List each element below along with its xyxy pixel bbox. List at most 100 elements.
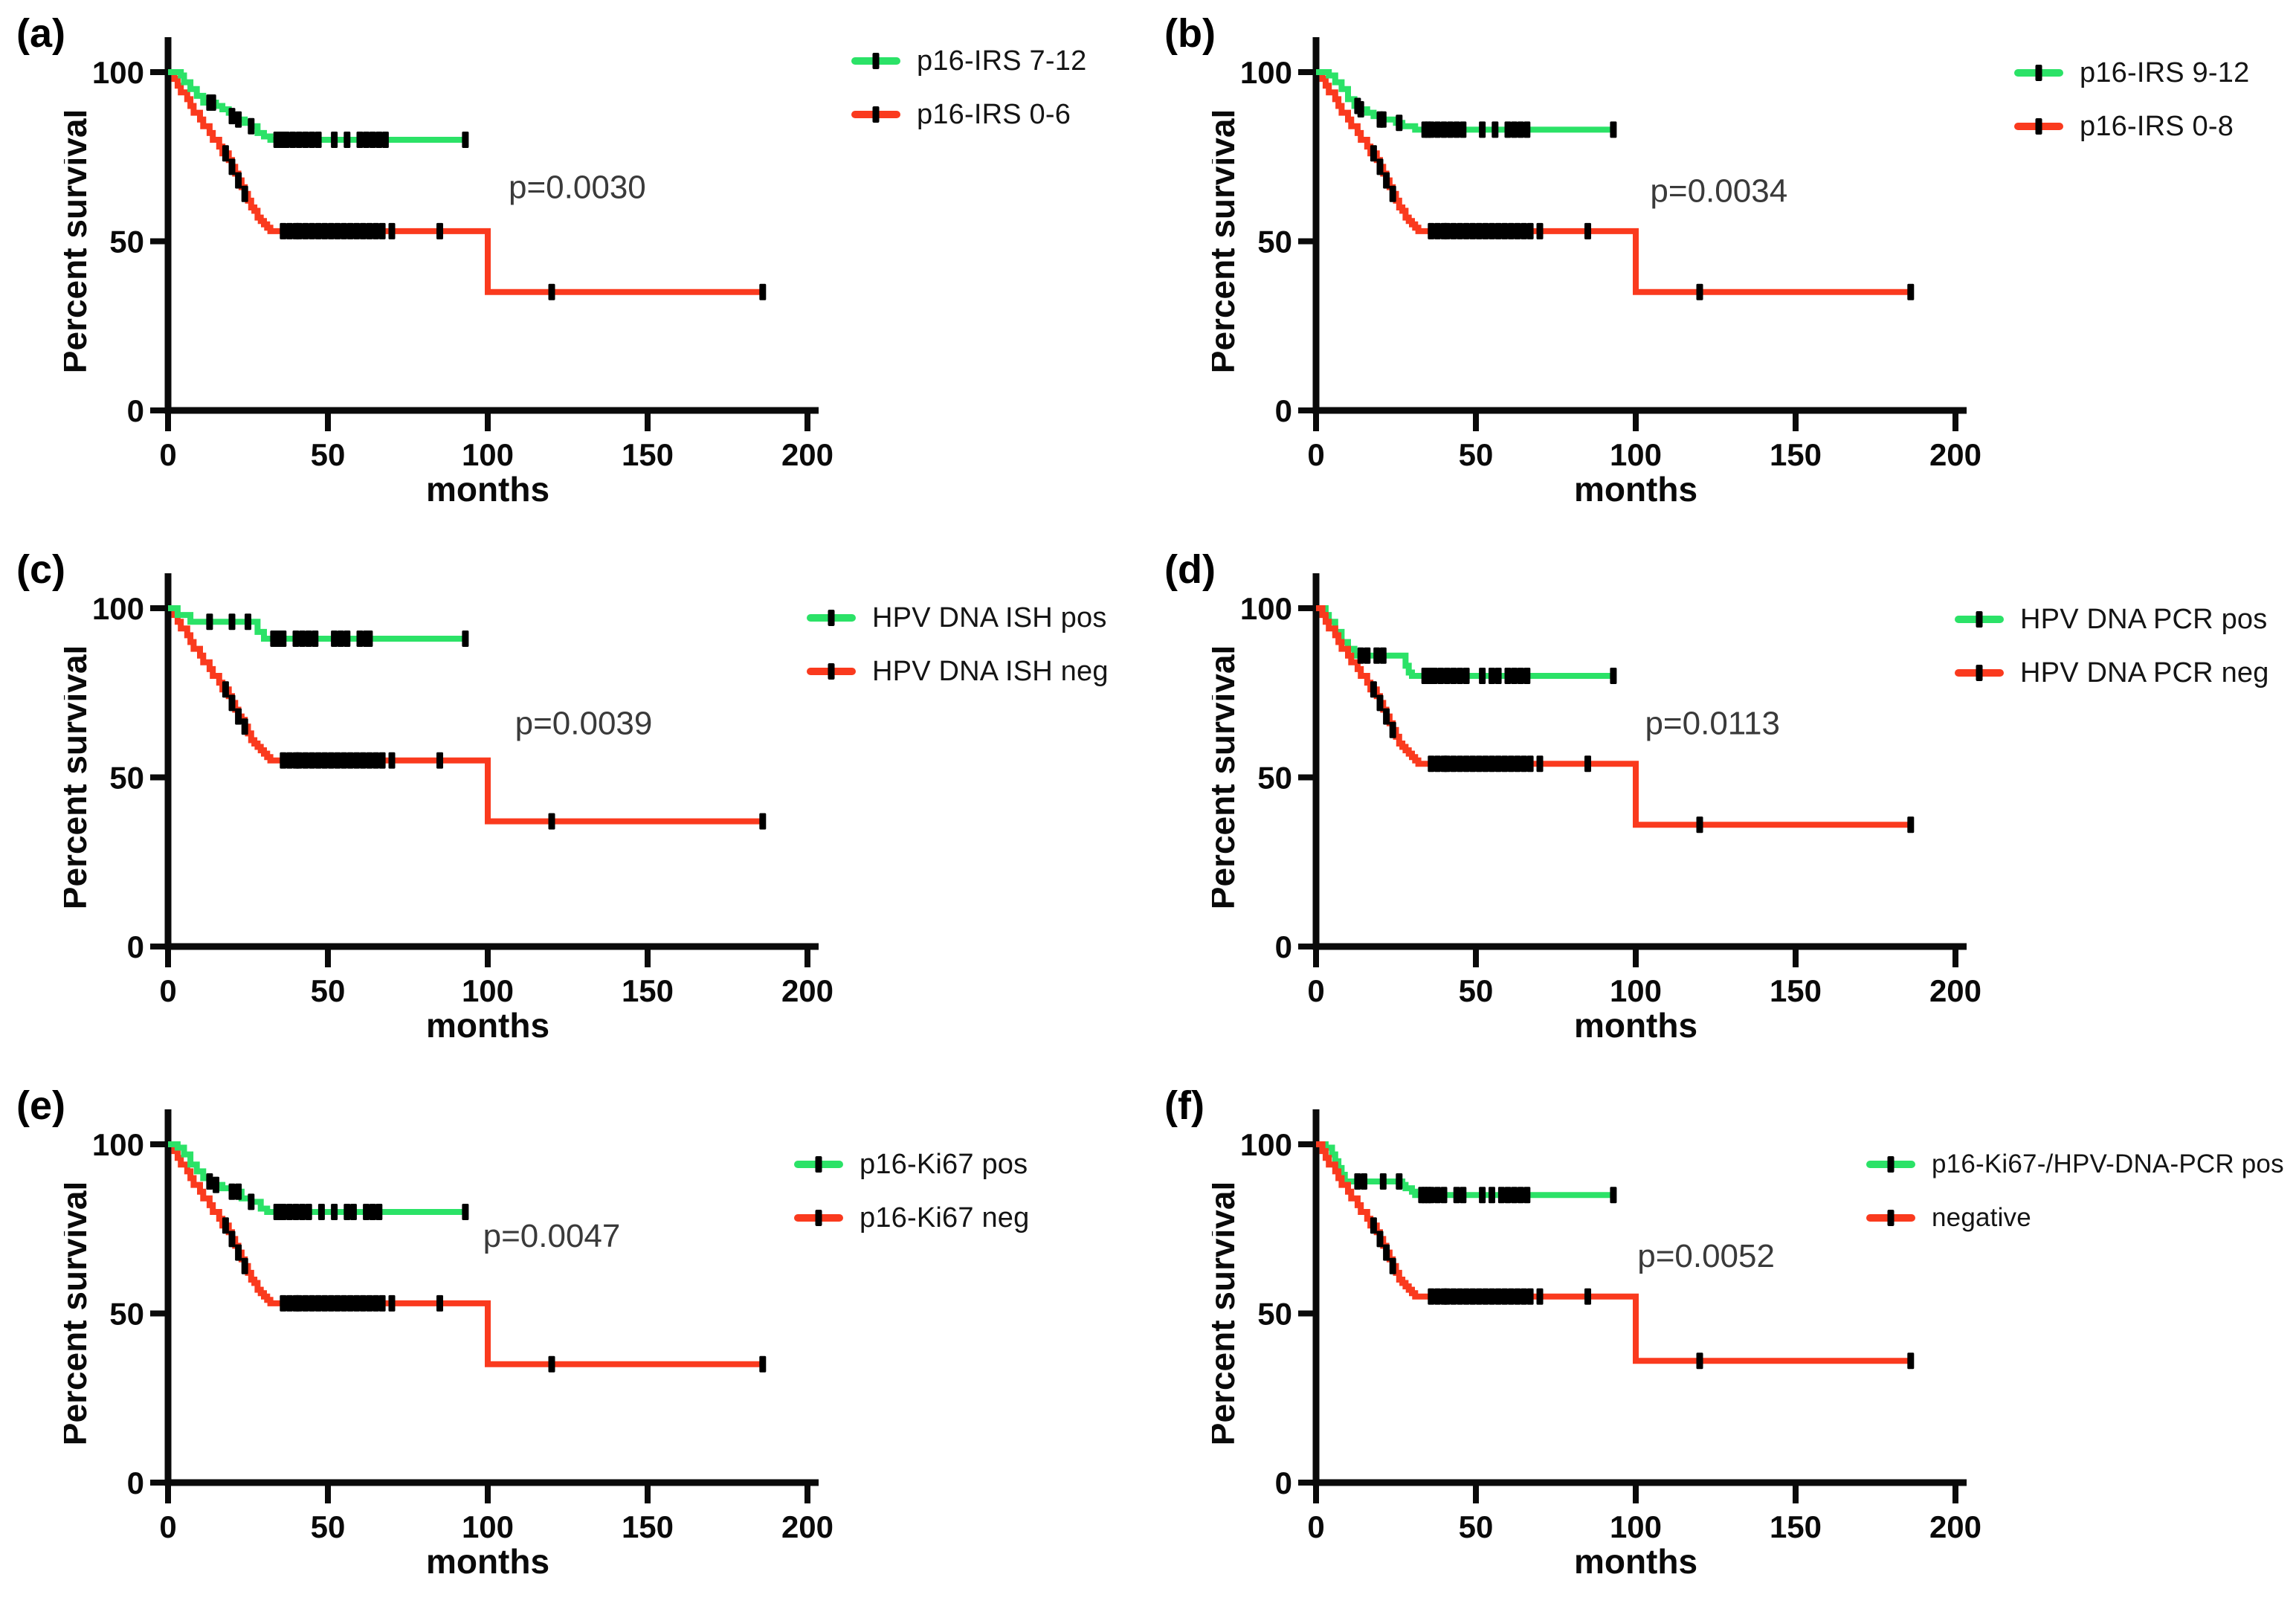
legend-item: HPV DNA PCR pos	[1955, 604, 2269, 635]
svg-text:months: months	[426, 1542, 549, 1579]
svg-text:Percent survival: Percent survival	[64, 645, 94, 909]
svg-text:0: 0	[1275, 929, 1292, 964]
svg-text:50: 50	[1257, 761, 1292, 796]
panel-d: (d) 0 50 100 0 50 100 150 200 months Percent surv…	[1148, 536, 2296, 1072]
legend-item: p16-IRS 0-6	[851, 98, 1086, 130]
censor-tick-icon	[1976, 665, 1983, 681]
green-line-swatch	[794, 1156, 843, 1173]
svg-text:150: 150	[1770, 973, 1822, 1008]
panel-label: (f)	[1164, 1083, 1205, 1128]
legend-label: p16-IRS 7-12	[917, 45, 1087, 77]
svg-text:0: 0	[127, 393, 144, 428]
svg-text:p=0.0039: p=0.0039	[515, 706, 653, 742]
svg-text:0: 0	[159, 437, 176, 472]
svg-text:50: 50	[311, 1509, 346, 1544]
svg-text:200: 200	[781, 973, 833, 1008]
green-line-swatch	[1955, 611, 2004, 628]
panel-label: (b)	[1164, 11, 1216, 56]
legend-label: p16-Ki67 neg	[860, 1202, 1030, 1234]
km-plot-d: 0 50 100 0 50 100 150 200 months Percent survival…	[1212, 573, 1981, 1043]
legend-label: p16-IRS 9-12	[2080, 57, 2250, 88]
green-line-swatch	[807, 610, 856, 626]
red-line-swatch	[794, 1210, 843, 1226]
svg-text:100: 100	[92, 1127, 144, 1162]
svg-text:100: 100	[462, 973, 514, 1008]
censor-tick-icon	[828, 610, 835, 626]
censor-tick-icon	[872, 53, 880, 69]
svg-text:100: 100	[1610, 1509, 1662, 1544]
svg-text:50: 50	[1257, 225, 1292, 259]
svg-text:months: months	[1574, 1542, 1697, 1579]
svg-text:p=0.0113: p=0.0113	[1645, 706, 1779, 742]
svg-text:0: 0	[1275, 393, 1292, 428]
svg-text:100: 100	[462, 1509, 514, 1544]
legend-label: p16-Ki67-/HPV-DNA-PCR pos	[1932, 1149, 2284, 1178]
svg-text:150: 150	[622, 437, 674, 472]
km-plot-a: 0 50 100 0 50 100 150 200 months Percent survival…	[64, 37, 833, 507]
svg-text:100: 100	[462, 437, 514, 472]
red-line-swatch	[851, 106, 900, 123]
legend-label: p16-IRS 0-8	[2080, 110, 2234, 142]
legend-item: HPV DNA ISH neg	[807, 656, 1109, 687]
panel-b: (b) 0 50 100 0 50 100 150 200 months Percent surv…	[1148, 0, 2296, 536]
svg-text:months: months	[426, 1006, 549, 1043]
legend: p16-Ki67-/HPV-DNA-PCR pos negative	[1866, 1149, 2284, 1257]
legend-item: p16-IRS 0-8	[2014, 110, 2249, 142]
censor-tick-icon	[828, 663, 835, 680]
red-line-swatch	[1955, 665, 2004, 681]
svg-text:200: 200	[1929, 437, 1981, 472]
legend-label: p16-Ki67 pos	[860, 1148, 1028, 1180]
svg-text:100: 100	[1240, 1127, 1292, 1162]
svg-text:Percent survival: Percent survival	[1212, 1181, 1242, 1445]
green-line-swatch	[851, 53, 900, 69]
legend: HPV DNA ISH pos HPV DNA ISH neg	[807, 602, 1109, 710]
censor-tick-icon	[1887, 1210, 1894, 1226]
svg-text:months: months	[1574, 1006, 1697, 1043]
svg-text:0: 0	[1307, 1509, 1324, 1544]
red-line-swatch	[1866, 1210, 1915, 1226]
svg-text:p=0.0047: p=0.0047	[483, 1218, 621, 1254]
svg-text:Percent survival: Percent survival	[64, 1181, 94, 1445]
red-line-swatch	[807, 663, 856, 680]
panel-label: (a)	[16, 11, 65, 56]
svg-text:100: 100	[92, 591, 144, 626]
panel-label: (e)	[16, 1083, 65, 1128]
svg-text:50: 50	[109, 761, 144, 796]
svg-text:100: 100	[1240, 55, 1292, 90]
km-plot-b: 0 50 100 0 50 100 150 200 months Percent survival…	[1212, 37, 1981, 507]
svg-text:50: 50	[1459, 973, 1494, 1008]
svg-text:p=0.0052: p=0.0052	[1637, 1238, 1775, 1274]
svg-text:100: 100	[1610, 437, 1662, 472]
svg-text:0: 0	[159, 973, 176, 1008]
svg-text:50: 50	[311, 973, 346, 1008]
censor-tick-icon	[2035, 65, 2042, 81]
svg-text:0: 0	[127, 929, 144, 964]
censor-tick-icon	[815, 1210, 822, 1226]
svg-text:50: 50	[1459, 437, 1494, 472]
svg-text:50: 50	[1257, 1297, 1292, 1332]
svg-text:months: months	[1574, 470, 1697, 507]
panel-c: (c) 0 50 100 0 50 100 150 200 months Percent surv…	[0, 536, 1148, 1072]
red-line-swatch	[2014, 118, 2063, 135]
svg-text:Percent survival: Percent survival	[1212, 109, 1242, 373]
svg-text:p=0.0030: p=0.0030	[509, 170, 646, 206]
legend-label: HPV DNA ISH pos	[872, 602, 1107, 633]
legend: p16-IRS 9-12 p16-IRS 0-8	[2014, 57, 2250, 165]
legend-item: HPV DNA PCR neg	[1955, 657, 2269, 689]
green-line-swatch	[1866, 1156, 1915, 1173]
svg-text:200: 200	[781, 437, 833, 472]
km-plot-f: 0 50 100 0 50 100 150 200 months Percent survival…	[1212, 1109, 1981, 1579]
legend: p16-Ki67 pos p16-Ki67 neg	[794, 1149, 1029, 1257]
svg-text:150: 150	[1770, 1509, 1822, 1544]
legend-label: p16-IRS 0-6	[917, 98, 1071, 130]
censor-tick-icon	[872, 106, 880, 123]
km-plot-e: 0 50 100 0 50 100 150 200 months Percent survival…	[64, 1109, 833, 1579]
legend-label: HPV DNA PCR neg	[2020, 657, 2269, 689]
legend-item: p16-IRS 9-12	[2014, 57, 2250, 88]
svg-text:0: 0	[1275, 1465, 1292, 1500]
svg-text:Percent survival: Percent survival	[64, 109, 94, 373]
svg-text:0: 0	[1307, 437, 1324, 472]
svg-text:p=0.0034: p=0.0034	[1650, 172, 1787, 209]
panel-label: (c)	[16, 547, 65, 592]
svg-text:100: 100	[1610, 973, 1662, 1008]
